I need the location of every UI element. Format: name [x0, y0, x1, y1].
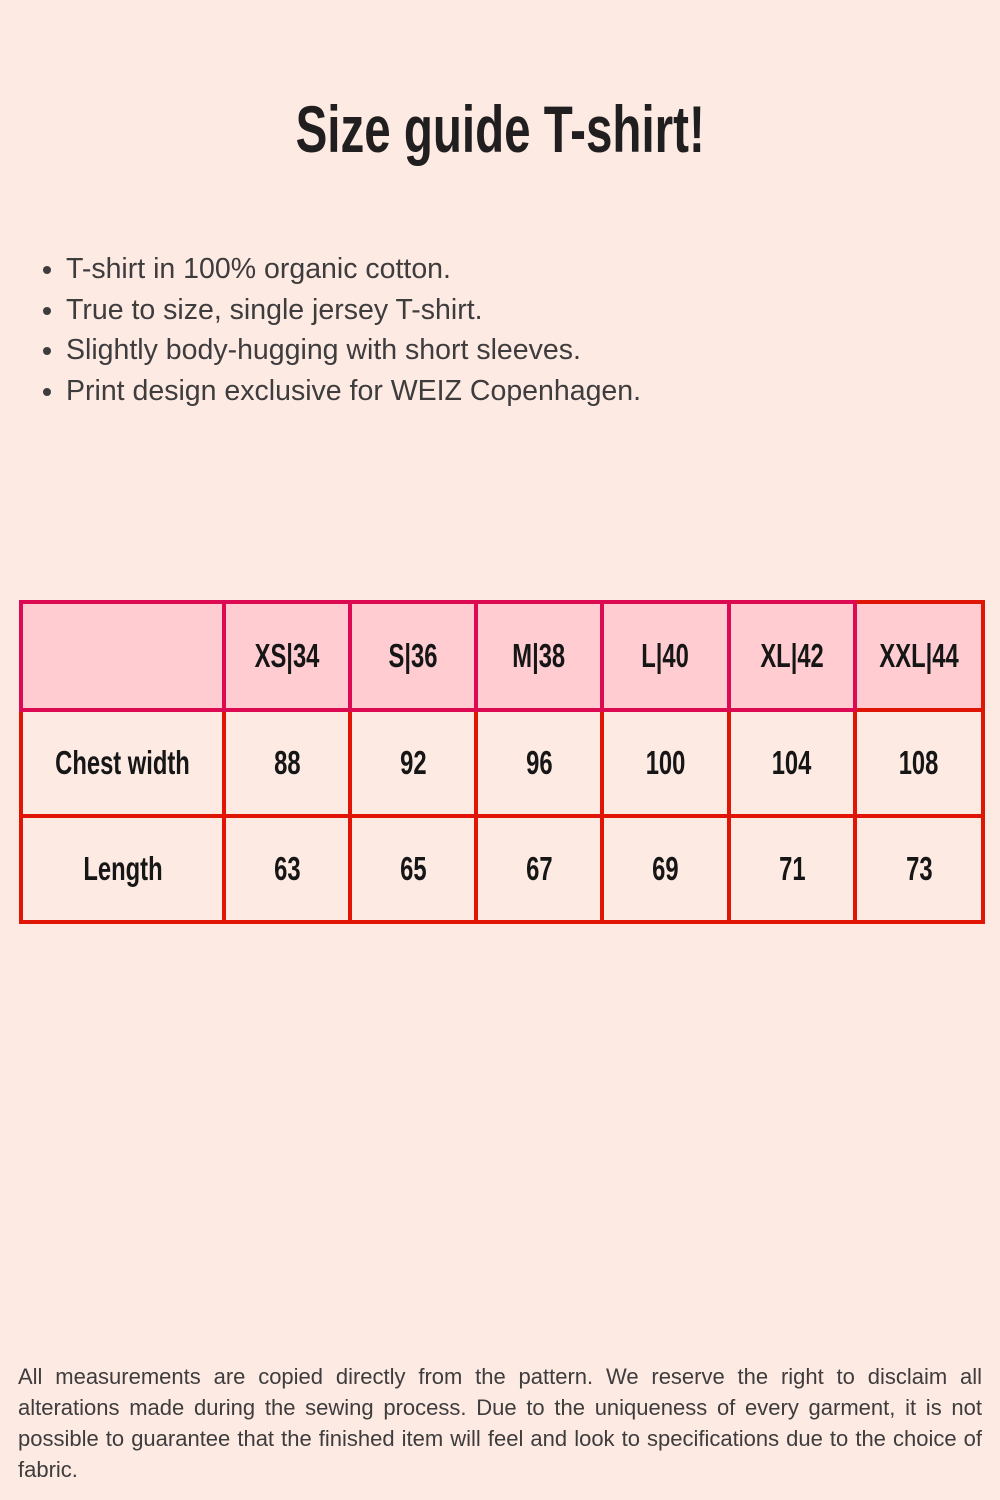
col-header-xl: XL|42	[727, 600, 857, 712]
cell-text: M|38	[512, 637, 566, 674]
table-cell: 73	[853, 814, 985, 924]
cell-text: 92	[399, 744, 427, 781]
table-row-chest-width: Chest width 88 92 96 100 104 108	[19, 708, 985, 818]
cell-text: L|40	[641, 637, 690, 674]
cell-text: Length	[82, 850, 163, 887]
table-cell: 69	[600, 814, 731, 924]
table-cell: 67	[474, 814, 604, 924]
disclaimer-text: All measurements are copied directly fro…	[18, 1364, 982, 1482]
page-title-text: Size guide T-shirt!	[295, 92, 705, 166]
list-item: True to size, single jersey T-shirt.	[66, 290, 946, 331]
list-item: Print design exclusive for WEIZ Copenhag…	[66, 371, 946, 412]
row-label: Chest width	[19, 708, 226, 818]
cell-text: 71	[778, 850, 806, 887]
cell-text: 96	[525, 744, 553, 781]
col-header-s: S|36	[348, 600, 478, 712]
col-header-xs: XS|34	[222, 600, 352, 712]
table-cell: 65	[348, 814, 478, 924]
table-cell: 108	[853, 708, 985, 818]
table-cell: 100	[600, 708, 731, 818]
col-header-xxl: XXL|44	[853, 600, 985, 712]
cell-text: XL|42	[760, 637, 824, 674]
size-table-header-row: XS|34 S|36 M|38 L|40 XL|42 XXL|44	[19, 600, 985, 712]
cell-text: 73	[905, 850, 933, 887]
page-title: Size guide T-shirt!	[0, 94, 1000, 164]
list-item: T-shirt in 100% organic cotton.	[66, 249, 946, 290]
col-header-m: M|38	[474, 600, 604, 712]
row-label: Length	[19, 814, 226, 924]
table-row-length: Length 63 65 67 69 71 73	[19, 814, 985, 924]
cell-text: 88	[273, 744, 301, 781]
cell-text: S|36	[388, 637, 438, 674]
cell-text: XS|34	[254, 637, 320, 674]
table-cell: 88	[222, 708, 352, 818]
product-feature-list: T-shirt in 100% organic cotton. True to …	[26, 249, 946, 411]
table-cell: 71	[727, 814, 857, 924]
col-header-l: L|40	[600, 600, 731, 712]
cell-text: Chest width	[55, 744, 190, 781]
cell-text: 67	[525, 850, 553, 887]
cell-text: 100	[645, 744, 686, 781]
table-cell: 92	[348, 708, 478, 818]
cell-text: 69	[652, 850, 679, 887]
cell-text: XXL|44	[879, 637, 959, 674]
size-table: XS|34 S|36 M|38 L|40 XL|42 XXL|44 Chest …	[19, 600, 985, 924]
cell-text: 104	[772, 744, 812, 781]
cell-text: 65	[399, 850, 427, 887]
list-item: Slightly body-hugging with short sleeves…	[66, 330, 946, 371]
table-cell: 104	[727, 708, 857, 818]
cell-text: 63	[273, 850, 301, 887]
table-cell: 63	[222, 814, 352, 924]
corner-cell	[19, 600, 226, 712]
table-cell: 96	[474, 708, 604, 818]
cell-text: 108	[899, 744, 939, 781]
